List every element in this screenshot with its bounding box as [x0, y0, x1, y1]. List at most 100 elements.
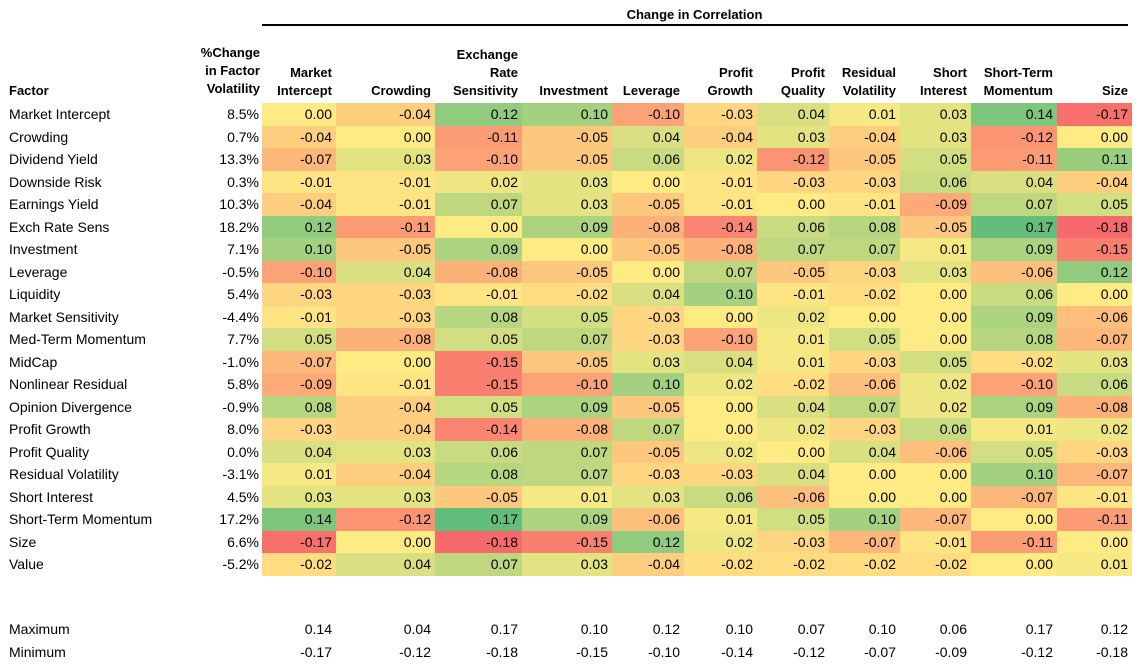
heatmap-cell: -0.11 — [336, 215, 435, 239]
heatmap-cell: -0.02 — [684, 553, 757, 576]
heatmap-cell: 0.10 — [971, 463, 1057, 486]
heatmap-cell: 0.04 — [757, 103, 829, 126]
heatmap-cell: 0.02 — [684, 373, 757, 396]
heatmap-cell: 0.00 — [900, 283, 971, 306]
heatmap-cell: 0.02 — [900, 373, 971, 396]
heatmap-cell: 0.06 — [757, 215, 829, 239]
heatmap-cell: 0.08 — [435, 463, 522, 486]
heatmap-cell: -0.05 — [435, 485, 522, 509]
column-header: Leverage — [622, 83, 680, 98]
heatmap-cell: 0.14 — [262, 508, 336, 531]
factor-label: Value — [9, 556, 44, 572]
heatmap-cell: -0.05 — [612, 193, 684, 216]
heatmap-cell: 0.10 — [262, 238, 336, 261]
heatmap-cell: -0.05 — [829, 148, 900, 171]
summary-value: 0.17 — [490, 621, 518, 637]
heatmap-cell: 0.02 — [757, 418, 829, 441]
heatmap-cell: -0.01 — [900, 530, 971, 554]
heatmap-cell: -0.14 — [435, 418, 522, 441]
heatmap-cell: 0.00 — [684, 305, 757, 329]
heatmap-cell: 0.06 — [900, 170, 971, 194]
heatmap-cell: 0.00 — [522, 238, 612, 261]
factor-label: Short-Term Momentum — [9, 511, 153, 527]
heatmap-cell: 0.00 — [336, 350, 435, 374]
heatmap-cell: 0.01 — [684, 508, 757, 531]
heatmap-cell: 0.04 — [612, 125, 684, 149]
heatmap-cell: 0.03 — [336, 148, 435, 171]
heatmap-cell: -0.03 — [829, 418, 900, 441]
heatmap-cell: -0.06 — [829, 373, 900, 396]
factor-label: Investment — [9, 241, 78, 257]
factor-label: Downside Risk — [9, 173, 102, 190]
summary-value: -0.15 — [576, 644, 608, 660]
volatility-value: 5.4% — [227, 286, 259, 302]
heatmap-cell: -0.05 — [522, 260, 612, 284]
heatmap-cell: -0.08 — [684, 238, 757, 261]
heatmap-cell: 0.10 — [684, 283, 757, 306]
factor-label: Earnings Yield — [9, 196, 99, 212]
heatmap-cell: 0.04 — [262, 440, 336, 464]
heatmap-cell: -0.10 — [971, 373, 1057, 396]
heatmap-cell: -0.05 — [522, 148, 612, 171]
summary-value: -0.12 — [399, 644, 431, 660]
heatmap-cell: -0.04 — [262, 193, 336, 216]
heatmap-cell: 0.10 — [829, 508, 900, 531]
chart-title: Change in Correlation — [626, 7, 763, 22]
volatility-value: 0.3% — [227, 173, 259, 190]
heatmap-cell: -0.03 — [262, 418, 336, 441]
column-header: Size — [1101, 83, 1128, 98]
heatmap-cell: -0.15 — [1057, 238, 1132, 261]
heatmap-cell: -0.01 — [829, 193, 900, 216]
factor-label: Nonlinear Residual — [9, 376, 128, 392]
summary-value: 0.07 — [797, 621, 825, 637]
heatmap-cell: -0.06 — [612, 508, 684, 531]
heatmap-cell: 0.04 — [757, 463, 829, 486]
heatmap-cell: -0.01 — [336, 170, 435, 194]
heatmap-cell: 0.09 — [971, 395, 1057, 419]
heatmap-cell: -0.04 — [336, 103, 435, 126]
summary-value: 0.10 — [580, 621, 608, 637]
heatmap-cell: 0.00 — [612, 170, 684, 194]
heatmap-cell: -0.12 — [757, 148, 829, 171]
column-header: Investment — [539, 83, 608, 98]
heatmap-cell: -0.07 — [262, 148, 336, 171]
volatility-value: -1.0% — [222, 353, 259, 370]
heatmap-cell: 0.07 — [829, 238, 900, 261]
heatmap-cell: 0.05 — [900, 350, 971, 374]
heatmap-cell: 0.03 — [900, 260, 971, 284]
heatmap-cell: -0.02 — [757, 373, 829, 396]
heatmap-cell: 0.02 — [684, 530, 757, 554]
volatility-value: 6.6% — [227, 533, 259, 550]
heatmap-cell: 0.04 — [684, 350, 757, 374]
heatmap-cell: 0.00 — [684, 395, 757, 419]
heatmap-cell: -0.03 — [757, 530, 829, 554]
heatmap-cell: -0.05 — [612, 440, 684, 464]
summary-value: -0.12 — [793, 644, 825, 660]
heatmap-cell: -0.18 — [1057, 215, 1132, 239]
heatmap-cell: -0.10 — [435, 148, 522, 171]
heatmap-cell: 0.07 — [522, 463, 612, 486]
factor-label: Crowding — [9, 128, 69, 145]
heatmap-cell: -0.07 — [971, 485, 1057, 509]
heatmap-cell: 0.12 — [262, 215, 336, 239]
column-header: Exchange Rate Sensitivity — [452, 47, 518, 98]
heatmap-cell: -0.05 — [757, 260, 829, 284]
heatmap-cell: 0.02 — [684, 148, 757, 171]
heatmap-cell: 0.00 — [829, 305, 900, 329]
heatmap-cell: -0.04 — [262, 125, 336, 149]
volatility-value: 7.1% — [227, 241, 259, 257]
summary-value: 0.04 — [403, 621, 431, 637]
heatmap-cell: -0.12 — [971, 125, 1057, 149]
heatmap-cell: -0.05 — [522, 125, 612, 149]
summary-value: -0.18 — [1096, 644, 1128, 660]
heatmap-cell: 0.00 — [900, 485, 971, 509]
heatmap-cell: -0.01 — [684, 170, 757, 194]
factor-label: Dividend Yield — [9, 151, 98, 167]
heatmap-cell: -0.01 — [1057, 485, 1132, 509]
heatmap-cell: -0.03 — [262, 283, 336, 306]
heatmap-cell: -0.03 — [684, 103, 757, 126]
heatmap-cell: 0.01 — [262, 463, 336, 486]
column-header: Short Interest — [920, 65, 967, 98]
heatmap-cell: 0.00 — [336, 125, 435, 149]
heatmap-cell: -0.15 — [435, 350, 522, 374]
